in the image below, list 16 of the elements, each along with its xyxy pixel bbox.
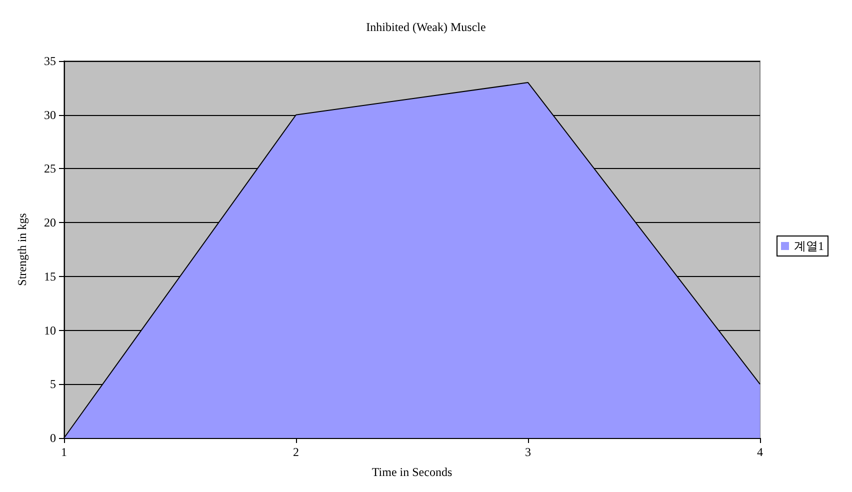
y-axis-title: Strength in kgs: [15, 212, 29, 286]
x-tick-label: 4: [757, 445, 763, 459]
x-axis-title: Time in Seconds: [372, 465, 452, 479]
y-tick-label: 35: [44, 54, 56, 68]
y-tick-label: 30: [44, 108, 56, 122]
x-tick-label: 2: [293, 445, 299, 459]
chart-title: Inhibited (Weak) Muscle: [366, 20, 486, 34]
x-tick-label: 1: [61, 445, 67, 459]
y-tick-label: 0: [50, 431, 56, 445]
legend-label: 계열1: [794, 239, 824, 253]
y-tick-label: 10: [44, 323, 56, 338]
y-tick-label: 15: [44, 269, 56, 284]
x-tick-label: 3: [525, 445, 531, 459]
y-tick-label: 25: [44, 162, 56, 176]
y-tick-label: 5: [50, 377, 56, 392]
y-tick-label: 20: [44, 216, 56, 230]
